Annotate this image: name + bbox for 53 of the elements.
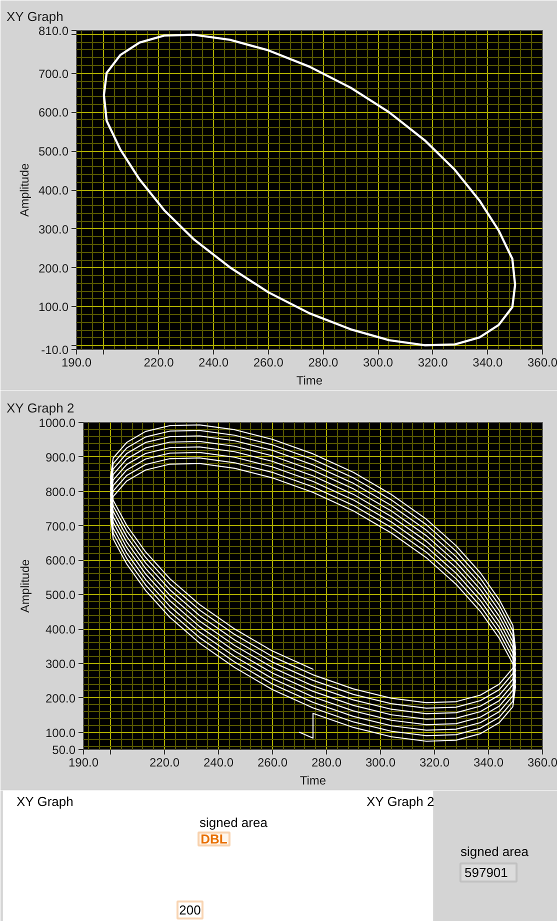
x-tick-label: 320.0: [418, 356, 448, 370]
x-tick-label: 190.0: [68, 756, 99, 770]
text: DBL: [200, 832, 228, 846]
x-tick-label: 260.0: [253, 356, 284, 370]
text: 200: [179, 902, 201, 918]
y-tick-label: 100.0: [38, 300, 69, 314]
x-tick-label: 300.0: [365, 756, 396, 770]
y-tick-label: 1000.0: [38, 416, 76, 430]
text: 597901: [464, 865, 508, 880]
x-tick-label: 240.0: [203, 756, 234, 770]
y-tick-label: 700.0: [38, 66, 69, 81]
y-tick-label: 200.0: [45, 691, 76, 706]
x-axis-title: Time: [296, 374, 323, 388]
text: signed area: [200, 815, 268, 830]
x-tick-label: 240.0: [198, 356, 229, 370]
y-axis-title: Amplitude: [18, 558, 32, 613]
x-tick-label: 360.0: [527, 356, 557, 370]
y-tick-label: 700.0: [45, 519, 76, 534]
y-tick-label: 500.0: [45, 588, 76, 602]
chart-title: XY Graph: [6, 9, 64, 24]
text: XY Graph: [16, 794, 74, 809]
y-tick-label: 800.0: [45, 484, 76, 499]
y-axis-title: Amplitude: [17, 162, 32, 217]
x-tick-label: 300.0: [363, 356, 394, 370]
x-tick-label: 220.0: [144, 356, 174, 370]
text: XY Graph 2: [366, 794, 434, 809]
line-series: [110, 424, 516, 742]
x-tick-label: 190.0: [61, 356, 92, 370]
line-series: [102, 34, 516, 346]
y-tick-label: 50.0: [52, 743, 76, 757]
y-tick-label: 300.0: [38, 222, 69, 236]
y-tick-label: 100.0: [45, 726, 76, 740]
y-tick-label: -10.0: [41, 343, 69, 357]
x-tick-label: 280.0: [308, 356, 339, 370]
y-tick-label: 900.0: [45, 450, 76, 464]
x-tick-label: 260.0: [257, 756, 288, 770]
y-tick-label: 500.0: [38, 144, 69, 159]
y-tick-label: 400.0: [38, 184, 69, 198]
y-tick-label: 400.0: [45, 622, 76, 637]
y-tick-label: 810.0: [38, 24, 69, 38]
x-tick-label: 320.0: [419, 756, 450, 770]
x-tick-label: 360.0: [527, 756, 557, 770]
x-tick-label: 220.0: [149, 756, 180, 770]
y-tick-label: 300.0: [45, 656, 76, 671]
y-tick-label: 200.0: [38, 261, 69, 276]
y-tick-label: 600.0: [45, 554, 76, 568]
x-axis-title: Time: [300, 774, 326, 788]
x-tick-label: 340.0: [473, 756, 504, 770]
y-tick-label: 600.0: [38, 106, 69, 120]
text: signed area: [460, 844, 530, 859]
chart-title: XY Graph 2: [6, 400, 74, 416]
x-tick-label: 280.0: [311, 756, 342, 770]
x-tick-label: 340.0: [472, 356, 504, 370]
